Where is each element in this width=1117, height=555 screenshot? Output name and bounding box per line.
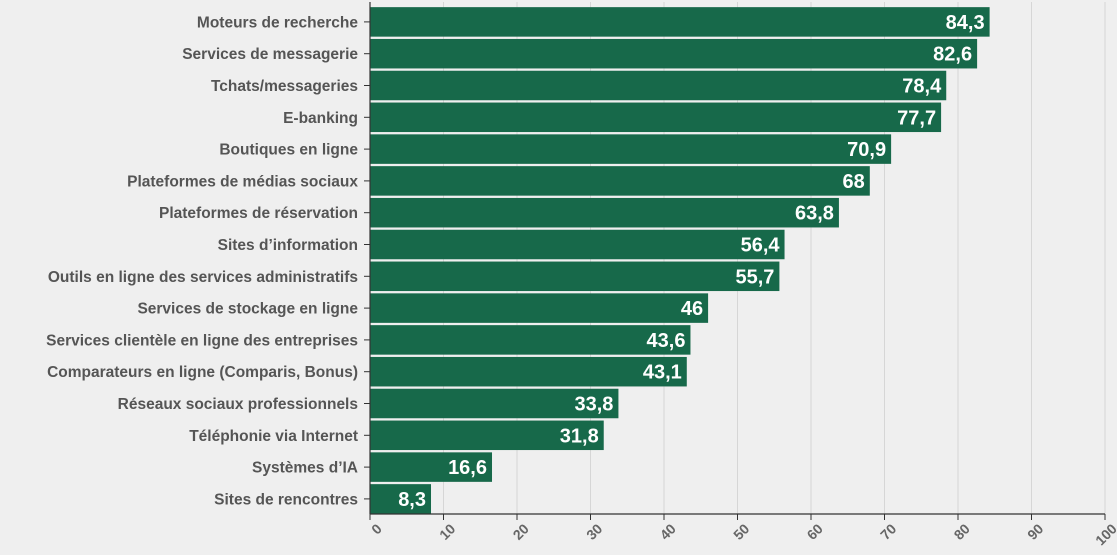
value-label: 46	[681, 298, 703, 320]
x-tick-label: 10	[436, 520, 458, 542]
x-tick-label: 100	[1092, 520, 1117, 548]
category-label: Boutiques en ligne	[219, 142, 358, 159]
bar	[370, 293, 709, 323]
value-label: 82,6	[933, 44, 972, 66]
value-label: 8,3	[398, 489, 426, 511]
x-tick-label: 80	[951, 520, 973, 542]
bar	[370, 325, 691, 355]
x-tick-label: 60	[804, 520, 826, 542]
category-label: E-banking	[283, 110, 358, 127]
value-label: 55,7	[735, 266, 774, 288]
value-label: 77,7	[897, 107, 936, 129]
category-label: Réseaux sociaux professionnels	[118, 396, 358, 413]
x-tick-label: 50	[730, 520, 752, 542]
category-label: Services clientèle en ligne des entrepri…	[46, 332, 358, 349]
value-label: 63,8	[795, 203, 834, 225]
category-label: Tchats/messageries	[211, 78, 358, 95]
bar	[370, 38, 978, 69]
value-label: 56,4	[741, 235, 781, 257]
bar	[370, 420, 604, 451]
value-label: 68	[843, 171, 865, 193]
value-label: 43,6	[647, 330, 686, 352]
bar	[370, 484, 432, 514]
bar	[370, 229, 785, 260]
category-label: Services de messagerie	[182, 46, 358, 63]
category-label: Sites de rencontres	[214, 491, 358, 508]
value-label: 43,1	[643, 362, 682, 384]
category-label: Outils en ligne des services administrat…	[48, 269, 358, 286]
category-label: Services de stockage en ligne	[137, 301, 358, 318]
value-label: 33,8	[574, 394, 613, 416]
bar	[370, 388, 619, 419]
x-tick-label: 40	[657, 520, 679, 542]
x-tick-labels: 0 10 20 30 40 50 60 70 80 90 100	[368, 520, 1117, 548]
x-tick-label: 30	[583, 520, 605, 542]
x-tick-label: 20	[510, 520, 532, 542]
category-label: Sites d’information	[218, 237, 358, 254]
category-label: Plateformes de réservation	[159, 205, 358, 222]
bars	[370, 7, 990, 514]
bar	[370, 166, 870, 196]
bar	[370, 70, 947, 101]
value-label: 16,6	[448, 457, 487, 479]
category-label: Moteurs de recherche	[197, 14, 358, 31]
x-tick-label: 90	[1024, 520, 1046, 542]
value-labels: 84,3 82,6 78,4 77,7 70,9 68 63,8 56,4 55,7 46 43,6…	[398, 12, 984, 511]
value-label: 70,9	[847, 139, 886, 161]
bar	[370, 7, 990, 37]
x-tick-label: 0	[368, 520, 385, 537]
category-label: Comparateurs en ligne (Comparis, Bonus)	[47, 364, 358, 381]
bar	[370, 197, 839, 228]
axes	[364, 2, 1106, 520]
bar	[370, 134, 892, 164]
x-tick-label: 70	[877, 520, 899, 542]
bar	[370, 356, 687, 387]
category-labels: Moteurs de recherche Services de messager…	[46, 14, 358, 508]
bar	[370, 102, 942, 133]
bar	[370, 452, 493, 482]
category-label: Téléphonie via Internet	[189, 428, 358, 445]
category-label: Systèmes d’IA	[252, 460, 358, 477]
bar	[370, 261, 780, 292]
category-label: Plateformes de médias sociaux	[127, 173, 358, 190]
value-label: 84,3	[946, 12, 985, 34]
value-label: 31,8	[560, 425, 599, 447]
value-label: 78,4	[902, 76, 942, 98]
